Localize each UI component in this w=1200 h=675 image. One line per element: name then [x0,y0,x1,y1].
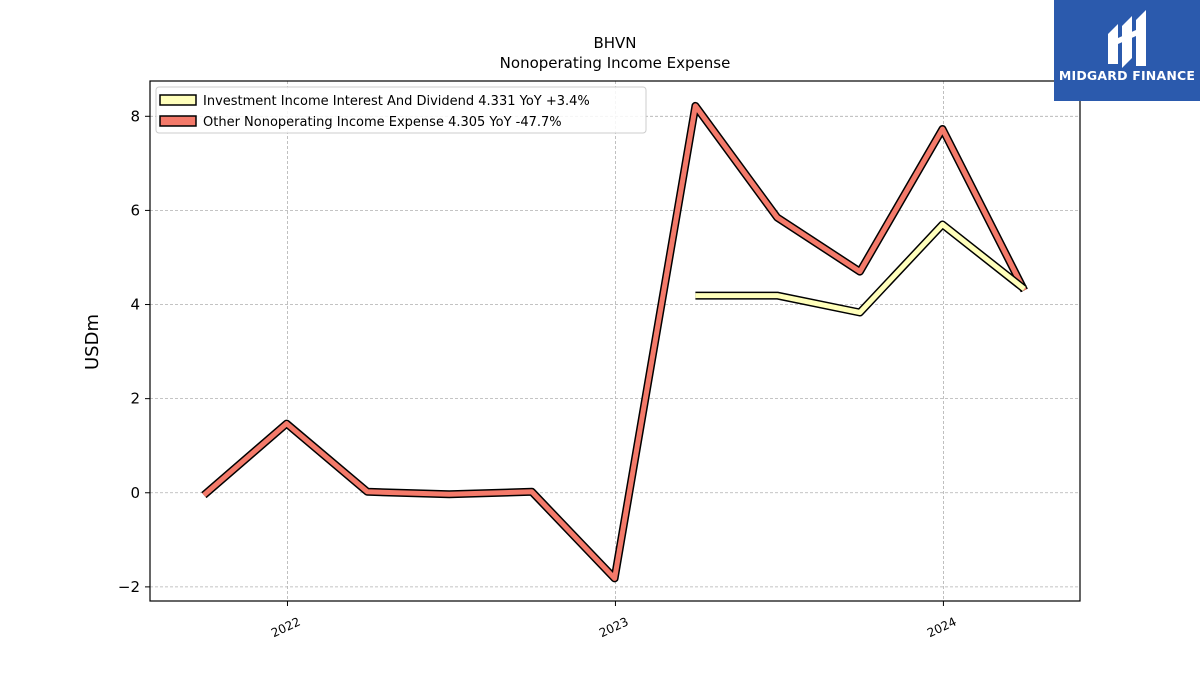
chart-title: BHVN [593,34,636,52]
legend-label-investment-income: Investment Income Interest And Dividend … [203,94,590,109]
legend-box [155,86,647,134]
brand-logo: MIDGARD FINANCE [1054,0,1200,101]
y-tick-label: 2 [130,390,140,408]
series-outline-other-nonoperating-income-expense [201,101,1028,583]
y-tick-label: 6 [130,201,140,219]
y-axis-label: USDm [82,314,103,370]
axes: −2 0 2 4 6 8 2022 2023 2024 [118,107,959,640]
y-tick-label: 8 [130,107,140,125]
x-tick-label: 2022 [269,615,303,641]
grid-lines [150,81,1080,601]
y-tick-label: 0 [130,484,140,502]
plot-frame [149,80,1081,602]
x-tick-label: 2024 [925,615,959,641]
legend-swatch-other-nonoperating [159,115,197,127]
midgard-logo-icon [1108,10,1146,68]
y-tick-label: 4 [130,296,140,314]
series-layer [201,101,1028,583]
series-line-other-nonoperating-income-expense [202,103,1027,581]
x-tick-label: 2023 [597,615,631,641]
legend-label-other-nonoperating: Other Nonoperating Income Expense 4.305 … [203,115,562,130]
chart-subtitle: Nonoperating Income Expense [500,54,731,72]
legend-swatch-investment-income [159,94,197,106]
legend: Investment Income Interest And Dividend … [155,86,647,134]
y-tick-label: −2 [118,578,140,596]
brand-name: MIDGARD FINANCE [1058,68,1196,83]
